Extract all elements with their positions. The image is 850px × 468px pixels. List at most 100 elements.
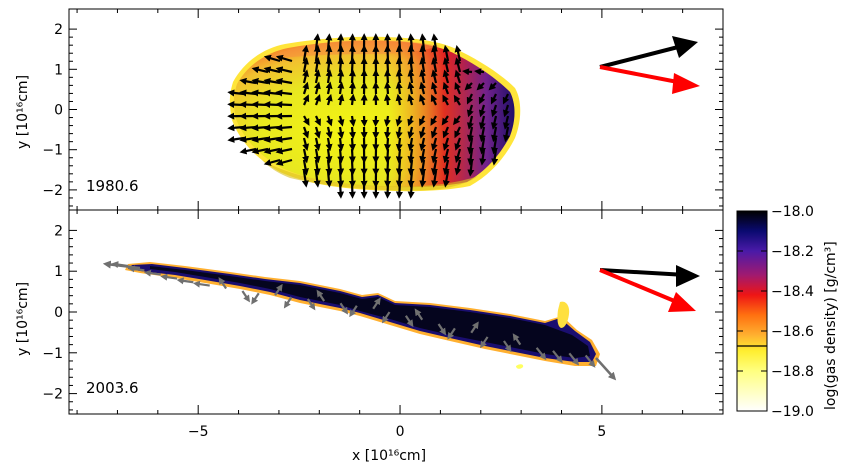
- top-velocity-vector: [337, 81, 345, 95]
- top-velocity-vector: [302, 159, 309, 176]
- top-velocity-vector: [348, 44, 356, 62]
- top-velocity-vector: [395, 148, 403, 164]
- top-velocity-vector: [395, 69, 403, 84]
- top-velocity-vector: [348, 148, 356, 164]
- top-velocity-vector: [227, 89, 245, 97]
- top-velocity-vector: [301, 170, 309, 188]
- top-velocity-vector: [227, 135, 245, 143]
- top-velocity-vector: [384, 137, 392, 152]
- top-velocity-vector: [239, 89, 257, 97]
- top-velocity-vector: [302, 148, 309, 164]
- top-velocity-vector: [325, 44, 333, 62]
- bottom-ref-arrow-red: [599, 268, 685, 307]
- top-velocity-vector: [314, 115, 321, 127]
- top-velocity-vector: [313, 137, 321, 152]
- top-velocity-vector: [384, 81, 392, 95]
- bottom-velocity-vector: [552, 350, 563, 363]
- top-velocity-vector: [502, 104, 510, 118]
- bottom-y-axis-label: y [10¹⁶cm]: [15, 282, 31, 356]
- top-velocity-vector: [407, 148, 415, 164]
- top-velocity-vector: [490, 93, 498, 105]
- top-velocity-vector: [239, 101, 257, 109]
- top-velocity-vector: [467, 126, 474, 143]
- bottom-velocity-vector: [192, 280, 210, 288]
- top-velocity-vector: [453, 94, 461, 106]
- colorbar-tick-label: −18.0: [771, 204, 814, 220]
- top-velocity-vector: [454, 137, 462, 151]
- top-velocity-vector: [384, 69, 392, 84]
- top-velocity-vector: [491, 137, 499, 155]
- top-velocity-vector: [325, 137, 333, 152]
- top-velocity-vector: [502, 93, 510, 105]
- top-velocity-vector: [476, 82, 485, 91]
- top-velocity-vector: [467, 148, 475, 166]
- top-y-axis-label: y [10¹⁶cm]: [15, 75, 31, 149]
- top-velocity-vector: [430, 94, 438, 106]
- top-velocity-vector: [430, 115, 438, 126]
- bottom-filament-speck: [516, 364, 524, 369]
- top-velocity-vector: [313, 148, 321, 164]
- top-velocity-vector: [337, 69, 345, 84]
- top-velocity-vector: [313, 81, 321, 95]
- bottom-ytick-label: 2: [54, 223, 63, 239]
- bottom-velocity-vector: [381, 311, 391, 324]
- top-velocity-vector: [325, 69, 333, 84]
- bottom-velocity-vector: [372, 297, 381, 310]
- bottom-velocity-vector: [283, 296, 293, 309]
- top-velocity-vector: [348, 56, 356, 73]
- top-velocity-vector: [325, 148, 333, 164]
- bottom-velocity-vector: [127, 265, 145, 273]
- top-velocity-vector: [337, 159, 345, 176]
- bottom-velocity-vector: [306, 298, 316, 311]
- top-velocity-vector: [263, 101, 281, 109]
- top-ref-arrowhead-black: [672, 36, 698, 58]
- top-velocity-vector: [419, 126, 426, 139]
- top-velocity-vector: [479, 126, 486, 143]
- bottom-panel: 2003.6 2 1 0 −1 −2 −5 0 5 y [10¹⁶cm] x [10¹⁶cm]: [15, 209, 724, 464]
- top-velocity-vector: [337, 148, 345, 164]
- top-velocity-vector: [227, 101, 245, 109]
- top-velocity-vector: [407, 57, 415, 73]
- top-velocity-vector: [337, 137, 345, 152]
- top-velocity-vector: [419, 137, 427, 152]
- top-velocity-vector: [275, 89, 293, 97]
- bottom-velocity-vector: [274, 283, 283, 296]
- top-velocity-vector: [442, 148, 450, 164]
- top-velocity-vector: [239, 124, 257, 132]
- top-velocity-vector: [442, 69, 450, 84]
- top-velocity-vector: [326, 115, 333, 127]
- top-velocity-vector: [453, 115, 461, 126]
- top-velocity-vector: [395, 44, 403, 62]
- bottom-velocity-vector: [584, 354, 596, 368]
- top-velocity-vector: [325, 57, 333, 73]
- top-velocity-vector: [431, 148, 438, 164]
- top-panel: 1980.6 2 1 0 −1 −2 y [10¹⁶cm]: [15, 8, 724, 211]
- colorbar-tick-label: −18.6: [771, 324, 814, 340]
- top-ref-arrowhead-red: [672, 73, 700, 94]
- top-velocity-vector: [430, 137, 438, 152]
- bottom-epoch-label: 2003.6: [86, 379, 139, 397]
- colorbar-ticks: −18.0 −18.2 −18.4 −18.6 −18.8 −19.0: [737, 204, 814, 420]
- top-velocity-vector: [313, 69, 321, 84]
- top-velocity-vector: [384, 148, 392, 164]
- x-tick-label: 5: [597, 424, 606, 440]
- top-velocity-vector: [251, 89, 269, 97]
- top-velocity-vector: [466, 115, 474, 130]
- top-velocity-vector: [337, 44, 345, 62]
- top-velocity-vector: [419, 94, 426, 106]
- top-velocity-vector: [430, 81, 438, 95]
- top-velocity-vector: [430, 69, 438, 84]
- top-velocity-vector: [491, 126, 498, 143]
- top-velocity-vector: [407, 44, 415, 62]
- top-velocity-vector: [384, 44, 392, 62]
- top-velocity-vector: [263, 89, 281, 97]
- bottom-velocity-vector: [251, 292, 260, 305]
- top-velocity-vector: [251, 101, 269, 109]
- top-velocity-vector: [384, 159, 392, 176]
- bottom-velocity-vector: [595, 357, 617, 381]
- top-velocity-vector: [302, 69, 310, 84]
- top-velocity-vector: [275, 135, 293, 143]
- top-velocity-vector: [325, 170, 333, 188]
- top-ytick-label: −1: [42, 143, 63, 159]
